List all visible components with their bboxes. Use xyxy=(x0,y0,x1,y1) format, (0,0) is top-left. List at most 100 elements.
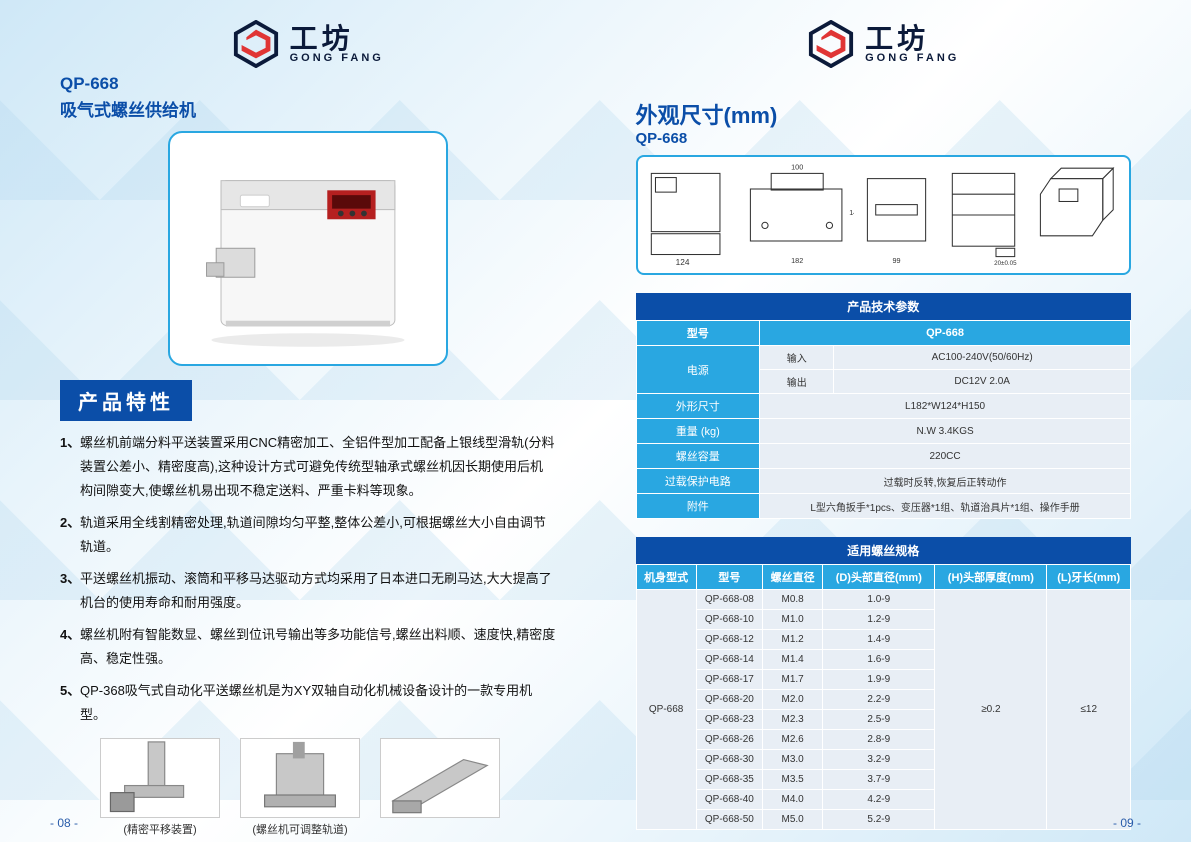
screw-cell: M1.4 xyxy=(763,650,823,670)
screw-cell: 3.7-9 xyxy=(823,770,935,790)
spec-value: 过载时反转,恢复后正转动作 xyxy=(760,469,1131,494)
screw-header: 型号 xyxy=(696,565,762,590)
spec-value: N.W 3.4KGS xyxy=(760,419,1131,444)
screw-cell: 2.8-9 xyxy=(823,730,935,750)
screw-cell: 1.9-9 xyxy=(823,670,935,690)
spec-header-model-label: 型号 xyxy=(636,321,760,346)
screw-cell: 3.2-9 xyxy=(823,750,935,770)
section-header-features: 产品特性 xyxy=(60,380,192,421)
dimensions-title: 外观尺寸(mm) xyxy=(636,98,1132,130)
feature-item: 2、轨道采用全线割精密处理,轨道间隙均匀平整,整体公差小,可根据螺丝大小自由调节… xyxy=(60,511,556,559)
spec-value: DC12V 2.0A xyxy=(834,370,1131,394)
feature-text: 平送螺丝机振动、滚筒和平移马达驱动方式均采用了日本进口无刷马达,大大提高了机台的… xyxy=(80,567,556,615)
screw-cell: 1.2-9 xyxy=(823,610,935,630)
model-code-right: QP-668 xyxy=(636,130,1132,147)
screw-header: (L)牙长(mm) xyxy=(1047,565,1131,590)
thumb-1-caption: (精密平移装置) xyxy=(100,821,220,837)
screw-cell: M4.0 xyxy=(763,790,823,810)
svg-text:20±0.05: 20±0.05 xyxy=(994,260,1017,267)
screw-cell: M3.5 xyxy=(763,770,823,790)
spec-row-label: 电源 xyxy=(636,346,760,394)
screw-header: (D)头部直径(mm) xyxy=(823,565,935,590)
spec-value: AC100-240V(50/60Hz) xyxy=(834,346,1131,370)
screw-cell: QP-668-23 xyxy=(696,710,762,730)
screw-l-len: ≤12 xyxy=(1047,590,1131,830)
feature-number: 2、 xyxy=(60,511,80,559)
screw-cell: 1.6-9 xyxy=(823,650,935,670)
feature-list: 1、螺丝机前端分料平送装置采用CNC精密加工、全铝件型加工配备上银线型滑轨(分料… xyxy=(60,431,556,728)
screw-table: 适用螺丝规格 机身型式型号螺丝直径(D)头部直径(mm)(H)头部厚度(mm)(… xyxy=(636,537,1132,830)
svg-text:145: 145 xyxy=(849,208,854,217)
thumb-1-img xyxy=(101,736,219,819)
feature-item: 4、螺丝机附有智能数显、螺丝到位讯号输出等多功能信号,螺丝出料顺、速度快,精密度… xyxy=(60,623,556,671)
page-number-right: - 09 - xyxy=(1113,816,1141,830)
spec-row-label: 重量 (kg) xyxy=(636,419,760,444)
screw-header: (H)头部厚度(mm) xyxy=(935,565,1047,590)
spec-table-title: 产品技术参数 xyxy=(636,293,1132,320)
feature-text: 轨道采用全线割精密处理,轨道间隙均匀平整,整体公差小,可根据螺丝大小自由调节轨道… xyxy=(80,511,556,559)
feature-number: 1、 xyxy=(60,431,80,503)
screw-cell: QP-668-50 xyxy=(696,810,762,830)
page-number-left: - 08 - xyxy=(50,816,78,830)
feature-text: 螺丝机附有智能数显、螺丝到位讯号输出等多功能信号,螺丝出料顺、速度快,精密度高、… xyxy=(80,623,556,671)
spec-sub-label: 输入 xyxy=(760,346,834,370)
svg-text:124: 124 xyxy=(676,257,690,267)
screw-cell: M0.8 xyxy=(763,590,823,610)
screw-body-model: QP-668 xyxy=(636,590,696,830)
logo-en: GONG FANG xyxy=(290,53,384,64)
screw-cell: QP-668-10 xyxy=(696,610,762,630)
screw-cell: QP-668-40 xyxy=(696,790,762,810)
screw-cell: QP-668-08 xyxy=(696,590,762,610)
screw-cell: M1.0 xyxy=(763,610,823,630)
screw-cell: QP-668-26 xyxy=(696,730,762,750)
thumb-2: (螺丝机可调整轨道) xyxy=(240,738,360,837)
logo-cn: 工坊 xyxy=(865,25,959,53)
spec-value: L型六角扳手*1pcs、变压器*1组、轨道治具片*1组、操作手册 xyxy=(760,494,1131,519)
thumb-3 xyxy=(380,738,500,837)
svg-text:182: 182 xyxy=(791,256,803,265)
spec-row-label: 附件 xyxy=(636,494,760,519)
logo-en: GONG FANG xyxy=(865,53,959,64)
screw-cell: QP-668-30 xyxy=(696,750,762,770)
page-left: 工坊 GONG FANG QP-668 吸气式螺丝供给机 产品特性 xyxy=(0,0,596,842)
feature-item: 5、QP-368吸气式自动化平送螺丝机是为XY双轴自动化机械设备设计的一款专用机… xyxy=(60,679,556,727)
spec-header-model-value: QP-668 xyxy=(760,321,1131,346)
feature-item: 1、螺丝机前端分料平送装置采用CNC精密加工、全铝件型加工配备上银线型滑轨(分料… xyxy=(60,431,556,503)
product-image xyxy=(168,131,448,366)
thumb-2-caption: (螺丝机可调整轨道) xyxy=(240,821,360,837)
model-code-left: QP-668 xyxy=(60,74,556,94)
logo-icon xyxy=(232,20,280,68)
dimensions-drawings: 124 100182145 99 20±0.05 xyxy=(636,155,1132,275)
spec-value: L182*W124*H150 xyxy=(760,394,1131,419)
feature-number: 4、 xyxy=(60,623,80,671)
spec-table: 产品技术参数 型号QP-668电源输入AC100-240V(50/60Hz)输出… xyxy=(636,293,1132,519)
screw-cell: M3.0 xyxy=(763,750,823,770)
spec-row-label: 过载保护电路 xyxy=(636,469,760,494)
thumb-3-img xyxy=(381,736,499,819)
screw-header: 机身型式 xyxy=(636,565,696,590)
screw-cell: 1.0-9 xyxy=(823,590,935,610)
logo-cn: 工坊 xyxy=(290,25,384,53)
screw-cell: QP-668-17 xyxy=(696,670,762,690)
feature-number: 5、 xyxy=(60,679,80,727)
screw-cell: QP-668-20 xyxy=(696,690,762,710)
svg-text:99: 99 xyxy=(893,256,901,265)
screw-cell: QP-668-14 xyxy=(696,650,762,670)
screw-cell: M1.2 xyxy=(763,630,823,650)
screw-cell: 5.2-9 xyxy=(823,810,935,830)
page-right: 工坊 GONG FANG 外观尺寸(mm) QP-668 124 1001821… xyxy=(596,0,1191,842)
thumb-2-img xyxy=(241,736,359,819)
logo: 工坊 GONG FANG xyxy=(60,20,556,68)
screw-table-title: 适用螺丝规格 xyxy=(636,537,1132,564)
screw-cell: QP-668-35 xyxy=(696,770,762,790)
spec-sub-label: 输出 xyxy=(760,370,834,394)
screw-cell: 1.4-9 xyxy=(823,630,935,650)
product-subtitle: 吸气式螺丝供给机 xyxy=(60,96,556,121)
thumb-1: (精密平移装置) xyxy=(100,738,220,837)
spec-value: 220CC xyxy=(760,444,1131,469)
spec-row-label: 螺丝容量 xyxy=(636,444,760,469)
spec-row-label: 外形尺寸 xyxy=(636,394,760,419)
screw-cell: M5.0 xyxy=(763,810,823,830)
screw-cell: 2.2-9 xyxy=(823,690,935,710)
screw-cell: 4.2-9 xyxy=(823,790,935,810)
